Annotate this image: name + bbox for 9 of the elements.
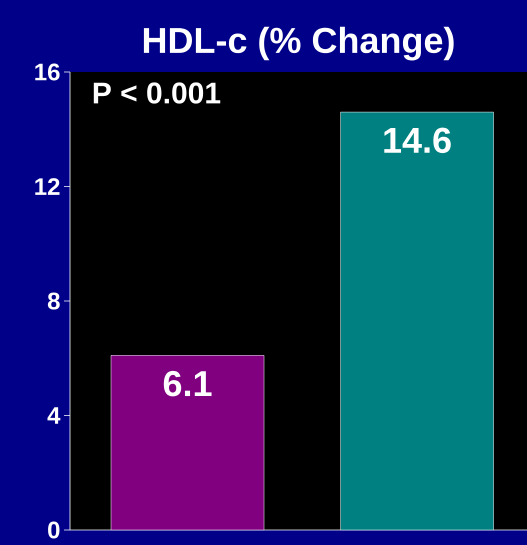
data-label: 14.6 — [384, 128, 451, 154]
y-tick-label: 16 — [35, 64, 60, 80]
y-tick-label: 0 — [48, 522, 60, 538]
annotation: P < 0.001 — [94, 82, 220, 104]
chart-title: HDL-c (% Change) — [144, 26, 454, 60]
y-tick-label: 8 — [48, 292, 60, 310]
y-tick-label: 4 — [47, 407, 60, 424]
data-label: 6.1 — [164, 370, 212, 396]
y-tick-label: 12 — [35, 178, 60, 195]
